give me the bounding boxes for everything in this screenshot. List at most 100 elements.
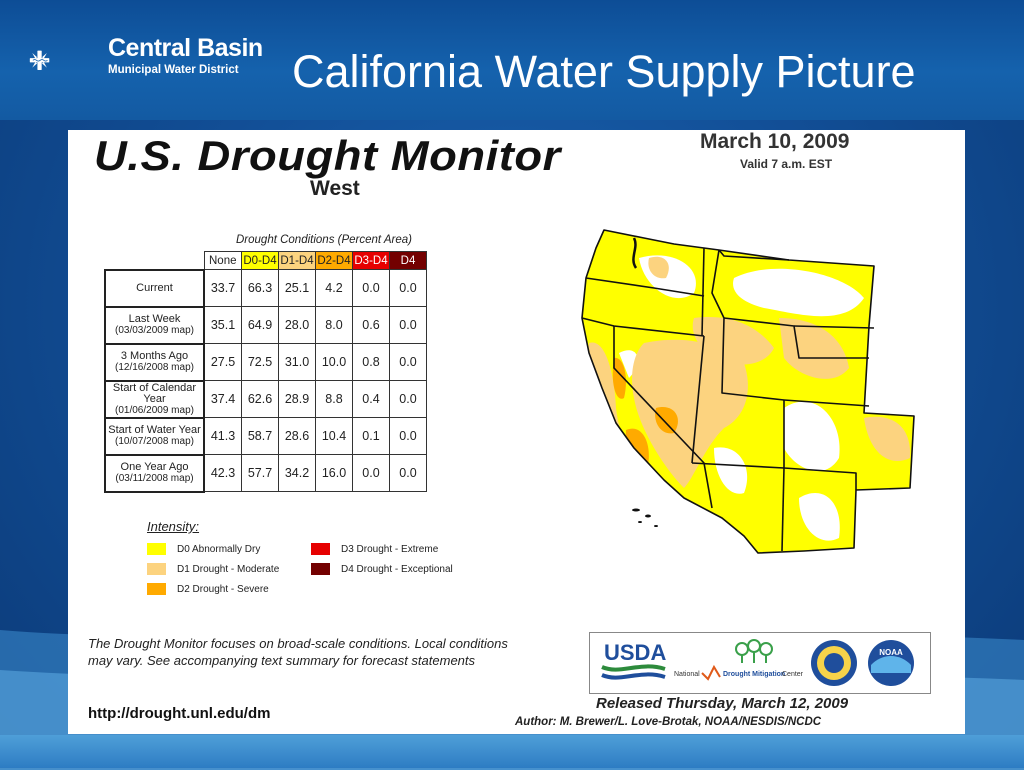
row-label-date: (03/03/2009 map)	[115, 325, 194, 336]
commerce-seal-icon	[811, 640, 857, 686]
table-cell: 25.1	[278, 269, 316, 307]
table-cell: 8.0	[315, 306, 353, 344]
agency-logos-graphic: USDA National Drought Mitigation Center	[601, 639, 914, 686]
table-cell: 0.6	[352, 306, 390, 344]
table-cell: 57.7	[241, 454, 279, 492]
table-caption: Drought Conditions (Percent Area)	[236, 234, 412, 246]
monitor-valid-time: Valid 7 a.m. EST	[740, 157, 833, 171]
table-cell: 0.0	[352, 269, 390, 307]
table-cell: 37.4	[203, 380, 242, 418]
row-label: 3 Months Ago (12/16/2008 map)	[104, 342, 205, 382]
legend-item-d0: D0 Abnormally Dry	[147, 543, 260, 555]
table-cell: 58.7	[241, 417, 279, 455]
table-cell: 10.4	[315, 417, 353, 455]
svg-text:Center: Center	[782, 671, 804, 678]
svg-text:Drought Mitigation: Drought Mitigation	[723, 671, 785, 678]
legend-item-d1: D1 Drought - Moderate	[147, 563, 279, 575]
table-cell: 62.6	[241, 380, 279, 418]
table-cell: 0.0	[352, 454, 390, 492]
table-cell: 0.0	[389, 454, 427, 492]
ndmc-logo: National Drought Mitigation Center	[674, 639, 804, 681]
author-credit: Author: M. Brewer/L. Love-Brotak, NOAA/N…	[515, 716, 822, 728]
western-us-drought-map	[581, 229, 915, 554]
table-cell: 66.3	[241, 269, 279, 307]
table-cell: 10.0	[315, 343, 353, 381]
table-cell: 64.9	[241, 306, 279, 344]
column-header: D3-D4	[352, 251, 390, 270]
table-cell: 42.3	[203, 454, 242, 492]
header-band	[0, 0, 1024, 120]
monitor-date: March 10, 2009	[700, 130, 850, 153]
row-label-title: Last Week	[128, 313, 181, 325]
table-cell: 28.0	[278, 306, 316, 344]
legend-item-d3: D3 Drought - Extreme	[311, 543, 438, 555]
column-header: D0-D4	[241, 251, 279, 270]
legend-swatch	[147, 583, 166, 595]
legend-label: D2 Drought - Severe	[177, 583, 269, 595]
table-cell: 0.1	[352, 417, 390, 455]
row-label-title: 3 Months Ago	[120, 350, 189, 362]
legend-swatch	[147, 543, 166, 555]
legend-item-d4: D4 Drought - Exceptional	[311, 563, 453, 575]
legend-label: D4 Drought - Exceptional	[341, 563, 453, 575]
table-cell: 16.0	[315, 454, 353, 492]
table-cell: 0.4	[352, 380, 390, 418]
legend-swatch	[147, 563, 166, 575]
drought-monitor-panel: U.S. Drought Monitor West March 10, 2009…	[68, 130, 965, 734]
noaa-logo: NOAA	[868, 640, 914, 686]
table-cell: 72.5	[241, 343, 279, 381]
legend-swatch	[311, 563, 330, 575]
column-header: D1-D4	[278, 251, 316, 270]
table-cell: 0.0	[389, 343, 427, 381]
column-header: D2-D4	[315, 251, 353, 270]
table-cell: 0.0	[389, 417, 427, 455]
column-header: D4	[389, 251, 427, 270]
legend-swatch	[311, 543, 330, 555]
row-label: One Year Ago (03/11/2008 map)	[104, 453, 205, 493]
slide-title: California Water Supply Picture	[292, 46, 916, 97]
table-cell: 0.8	[352, 343, 390, 381]
table-header-row: None D0-D4 D1-D4 D2-D4 D3-D4 D4	[105, 251, 427, 270]
table-cell: 8.8	[315, 380, 353, 418]
drought-conditions-table: None D0-D4 D1-D4 D2-D4 D3-D4 D4 Current 3…	[104, 251, 427, 493]
table-row: One Year Ago (03/11/2008 map) 42.3 57.7 34.2…	[104, 453, 427, 493]
table-cell: 41.3	[203, 417, 242, 455]
release-date: Released Thursday, March 12, 2009	[596, 695, 849, 712]
intensity-title: Intensity:	[147, 519, 200, 534]
drought-monitor-link[interactable]: http://drought.unl.edu/dm	[88, 705, 271, 722]
logo-subtitle: Municipal Water District	[108, 64, 239, 76]
svg-text:NOAA: NOAA	[879, 648, 903, 657]
row-label: Start of Water Year (10/07/2008 map)	[104, 416, 205, 456]
table-cell: 27.5	[203, 343, 242, 381]
legend-label: D1 Drought - Moderate	[177, 563, 280, 575]
row-label-date: (01/06/2009 map)	[115, 404, 194, 416]
table-row: Start of Water Year (10/07/2008 map) 41.3 5…	[104, 416, 427, 456]
legend-label: D3 Drought - Extreme	[341, 543, 439, 555]
table-cell: 33.7	[203, 269, 242, 307]
table-cell: 31.0	[278, 343, 316, 381]
table-cell: 0.0	[389, 306, 427, 344]
row-label: Start of Calendar Year (01/06/2009 map)	[104, 379, 205, 419]
table-cell: 4.2	[315, 269, 353, 307]
monitor-region: West	[310, 177, 360, 200]
table-row: 3 Months Ago (12/16/2008 map) 27.5 72.5 31.0…	[104, 342, 427, 382]
row-label-title: One Year Ago	[120, 461, 189, 473]
legend-label: D0 Abnormally Dry	[177, 543, 261, 555]
table-row: Start of Calendar Year (01/06/2009 map) 37…	[104, 379, 427, 419]
central-basin-logo	[29, 50, 50, 71]
table-row: Last Week (03/03/2009 map) 35.1 64.9 28.0 8.0…	[104, 305, 427, 345]
table-row: Current 33.7 66.3 25.1 4.2 0.0 0.0	[104, 268, 427, 308]
row-label-date: (12/16/2008 map)	[115, 362, 194, 373]
row-label-title: Start of Calendar Year	[112, 381, 197, 405]
svg-text:National: National	[674, 671, 700, 678]
row-label-title: Current	[136, 281, 173, 294]
table-cell: 34.2	[278, 454, 316, 492]
row-label: Last Week (03/03/2009 map)	[104, 305, 205, 345]
table-cell: 0.0	[389, 269, 427, 307]
row-label-date: (03/11/2008 map)	[115, 473, 194, 484]
table-cell: 28.6	[278, 417, 316, 455]
column-header: None	[203, 251, 242, 270]
table-cell: 0.0	[389, 380, 427, 418]
agency-logos: USDA National Drought Mitigation Center	[589, 632, 931, 694]
footer-band	[0, 735, 1024, 768]
